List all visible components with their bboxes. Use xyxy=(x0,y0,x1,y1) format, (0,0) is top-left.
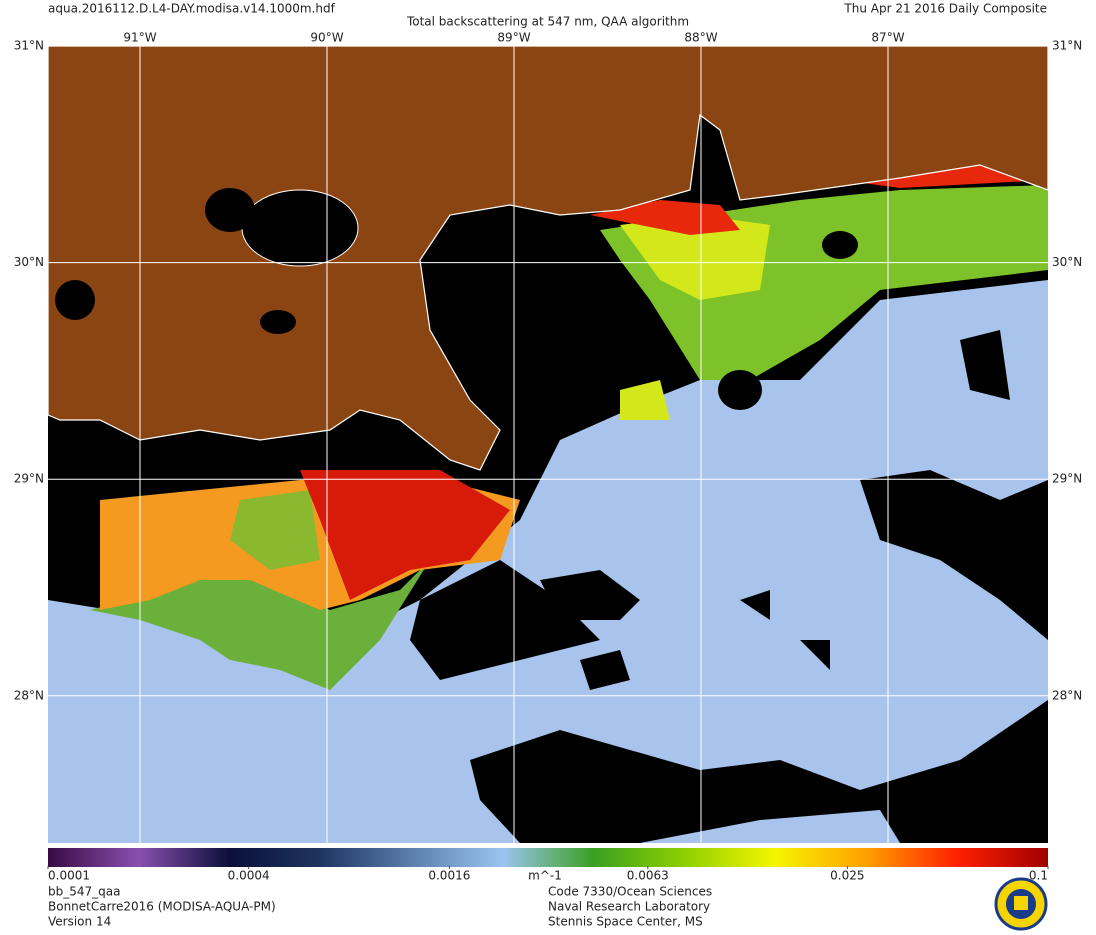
map xyxy=(47,45,1049,843)
lon-label: 87°W xyxy=(871,31,904,45)
lat-label: 28°N xyxy=(1052,688,1082,702)
colorbar-label: 0.0004 xyxy=(228,869,270,883)
colorbar-label: 0.1 xyxy=(1029,869,1048,883)
lake xyxy=(55,280,95,320)
footer-line: bb_547_qaa xyxy=(48,885,120,899)
lat-label: 31°N xyxy=(1052,39,1082,53)
lat-label: 29°N xyxy=(1052,472,1082,486)
footer-line: Stennis Space Center, MS xyxy=(548,915,703,929)
lake xyxy=(205,188,255,232)
lon-label: 91°W xyxy=(123,31,156,45)
footer-line: Code 7330/Ocean Sciences xyxy=(548,885,712,899)
logo xyxy=(994,877,1048,931)
cloud xyxy=(718,370,762,410)
footer-line: Version 14 xyxy=(48,915,111,929)
colorbar-units: m^-1 xyxy=(528,869,562,883)
footer-line: Naval Research Laboratory xyxy=(548,900,710,914)
cloud xyxy=(410,330,1048,843)
plume-green xyxy=(230,490,320,570)
land xyxy=(47,45,1049,471)
lat-label: 30°N xyxy=(1052,255,1082,269)
colorbar-label: 0.0063 xyxy=(627,869,669,883)
lon-label: 90°W xyxy=(310,31,343,45)
file-name: aqua.2016112.D.L4-DAY.modisa.v14.1000m.h… xyxy=(48,2,336,16)
lat-label: 28°N xyxy=(14,688,44,702)
lat-label: 30°N xyxy=(14,255,44,269)
lon-label: 89°W xyxy=(497,31,530,45)
plume-yellow xyxy=(620,215,770,420)
graticule xyxy=(48,45,1048,843)
cloud xyxy=(822,231,858,259)
plume-green xyxy=(90,560,430,690)
plume-red xyxy=(300,470,510,600)
clear-water xyxy=(48,280,1048,843)
colorbar-label: 0.0001 xyxy=(48,869,90,883)
lat-label: 29°N xyxy=(14,472,44,486)
lake xyxy=(241,189,359,267)
plume-red xyxy=(590,160,1048,235)
colorbar-label: 0.025 xyxy=(830,869,864,883)
colorbar-label: 0.0016 xyxy=(428,869,470,883)
colorbar xyxy=(48,848,1048,867)
footer-line: BonnetCarre2016 (MODISA-AQUA-PM) xyxy=(48,900,276,914)
lake xyxy=(260,310,296,334)
lat-label: 31°N xyxy=(14,39,44,53)
date: Thu Apr 21 2016 Daily Composite xyxy=(843,2,1047,16)
lon-label: 88°W xyxy=(684,31,717,45)
title: Total backscattering at 547 nm, QAA algo… xyxy=(406,15,689,29)
